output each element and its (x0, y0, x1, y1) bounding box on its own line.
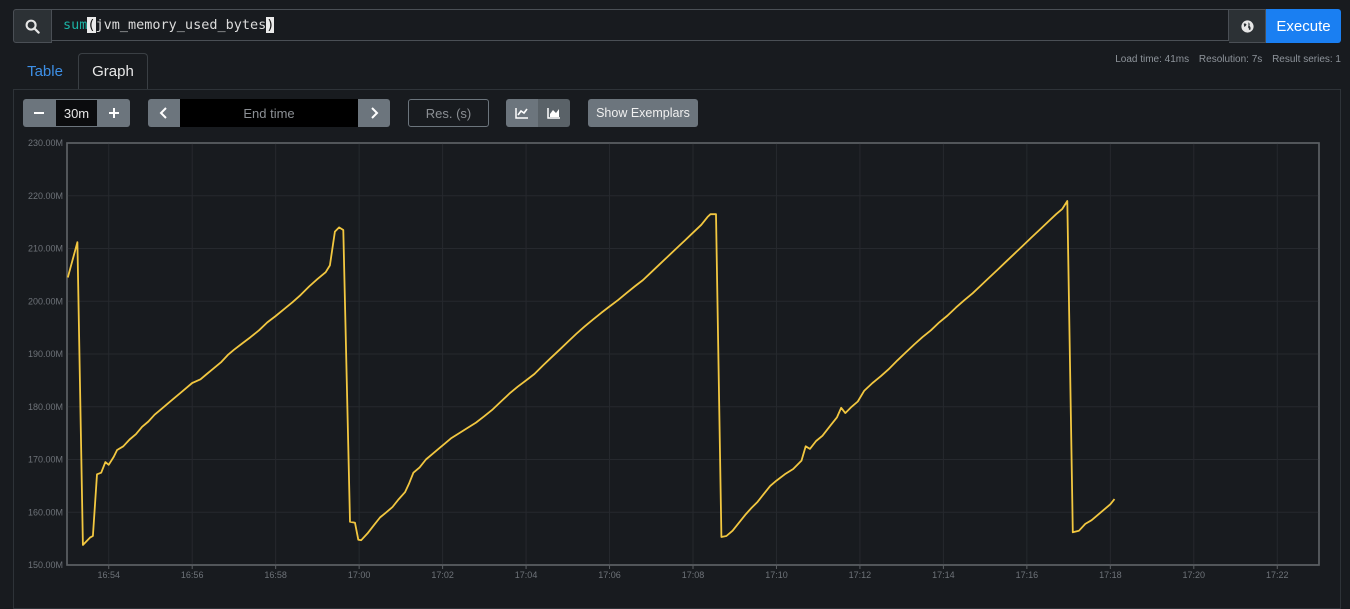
stacked-area-icon[interactable] (538, 99, 570, 127)
query-bar: sum(jvm_memory_used_bytes) Execute (13, 9, 1341, 43)
load-time: Load time: 41ms (1115, 54, 1190, 65)
end-time-input[interactable]: End time (180, 99, 358, 127)
expression-input[interactable]: sum(jvm_memory_used_bytes) (52, 9, 1229, 41)
query-metric: jvm_memory_used_bytes (95, 17, 267, 33)
tab-table[interactable]: Table (27, 62, 63, 80)
increase-range-button[interactable] (98, 99, 130, 127)
resolution-input[interactable]: Res. (s) (408, 99, 489, 127)
range-input[interactable]: 30m (55, 99, 98, 127)
search-icon (13, 9, 52, 43)
execute-button[interactable]: Execute (1266, 9, 1341, 43)
metrics-explorer-globe-icon[interactable] (1229, 9, 1266, 43)
resolution: Resolution: 7s (1198, 54, 1263, 65)
query-function: sum (63, 17, 88, 33)
decrease-range-button[interactable] (23, 99, 55, 127)
chevron-right-icon[interactable] (358, 99, 390, 127)
result-series: Result series: 1 (1272, 54, 1341, 65)
unstacked-line-icon[interactable] (506, 99, 538, 127)
query-close-paren: ) (266, 17, 275, 33)
show-exemplars-button[interactable]: Show Exemplars (588, 99, 698, 127)
chevron-left-icon[interactable] (148, 99, 180, 127)
query-stats: Load time: 41ms Resolution: 7s Result se… (1108, 54, 1341, 65)
query-open-paren: ( (87, 17, 96, 33)
graph-panel (13, 89, 1341, 609)
tab-graph[interactable]: Graph (78, 53, 148, 89)
